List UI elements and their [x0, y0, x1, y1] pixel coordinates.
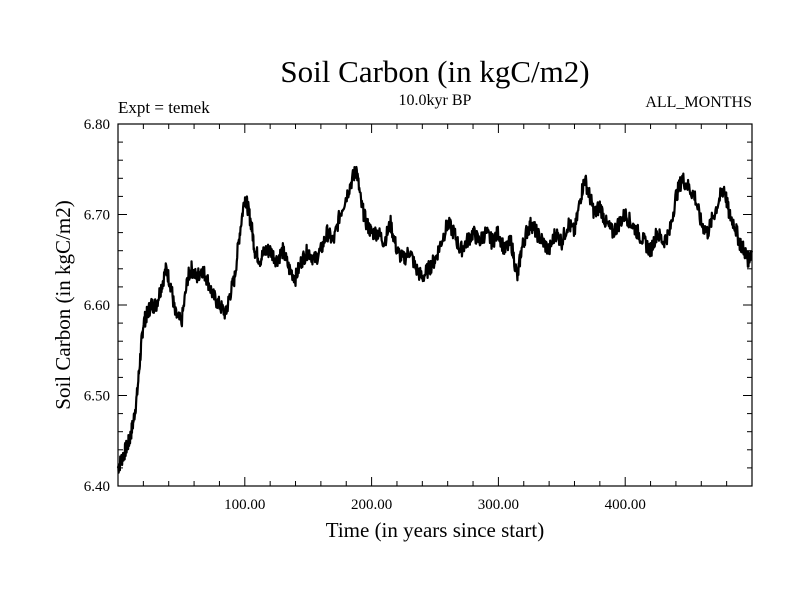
series-line-soil-carbon [116, 165, 753, 474]
plot-frame [117, 123, 753, 487]
axis-tick-labels: 100.00 200.00 300.00 400.00 6.40 6.50 6.60 6.70… [84, 117, 646, 513]
y-tick-label: 6.40 [84, 479, 110, 495]
chart-subtitle: 10.0kyr BP [399, 92, 472, 109]
axis-ticks [118, 124, 752, 486]
x-tick-label: 200.00 [351, 497, 392, 513]
chart-title: Soil Carbon (in kgC/m2) [280, 54, 589, 89]
y-tick-label: 6.50 [84, 389, 110, 405]
x-tick-label: 300.00 [478, 497, 519, 513]
months-label: ALL_MONTHS [645, 94, 752, 111]
y-axis-label: Soil Carbon (in kgC/m2) [51, 200, 75, 409]
x-tick-label: 400.00 [605, 497, 646, 513]
y-tick-label: 6.70 [84, 208, 110, 224]
x-axis-label: Time (in years since start) [326, 518, 545, 542]
y-tick-label: 6.60 [84, 298, 110, 314]
x-tick-label: 100.00 [224, 497, 265, 513]
expt-label: Expt = temek [118, 98, 210, 117]
y-tick-label: 6.80 [84, 117, 110, 133]
series-group [116, 165, 753, 474]
